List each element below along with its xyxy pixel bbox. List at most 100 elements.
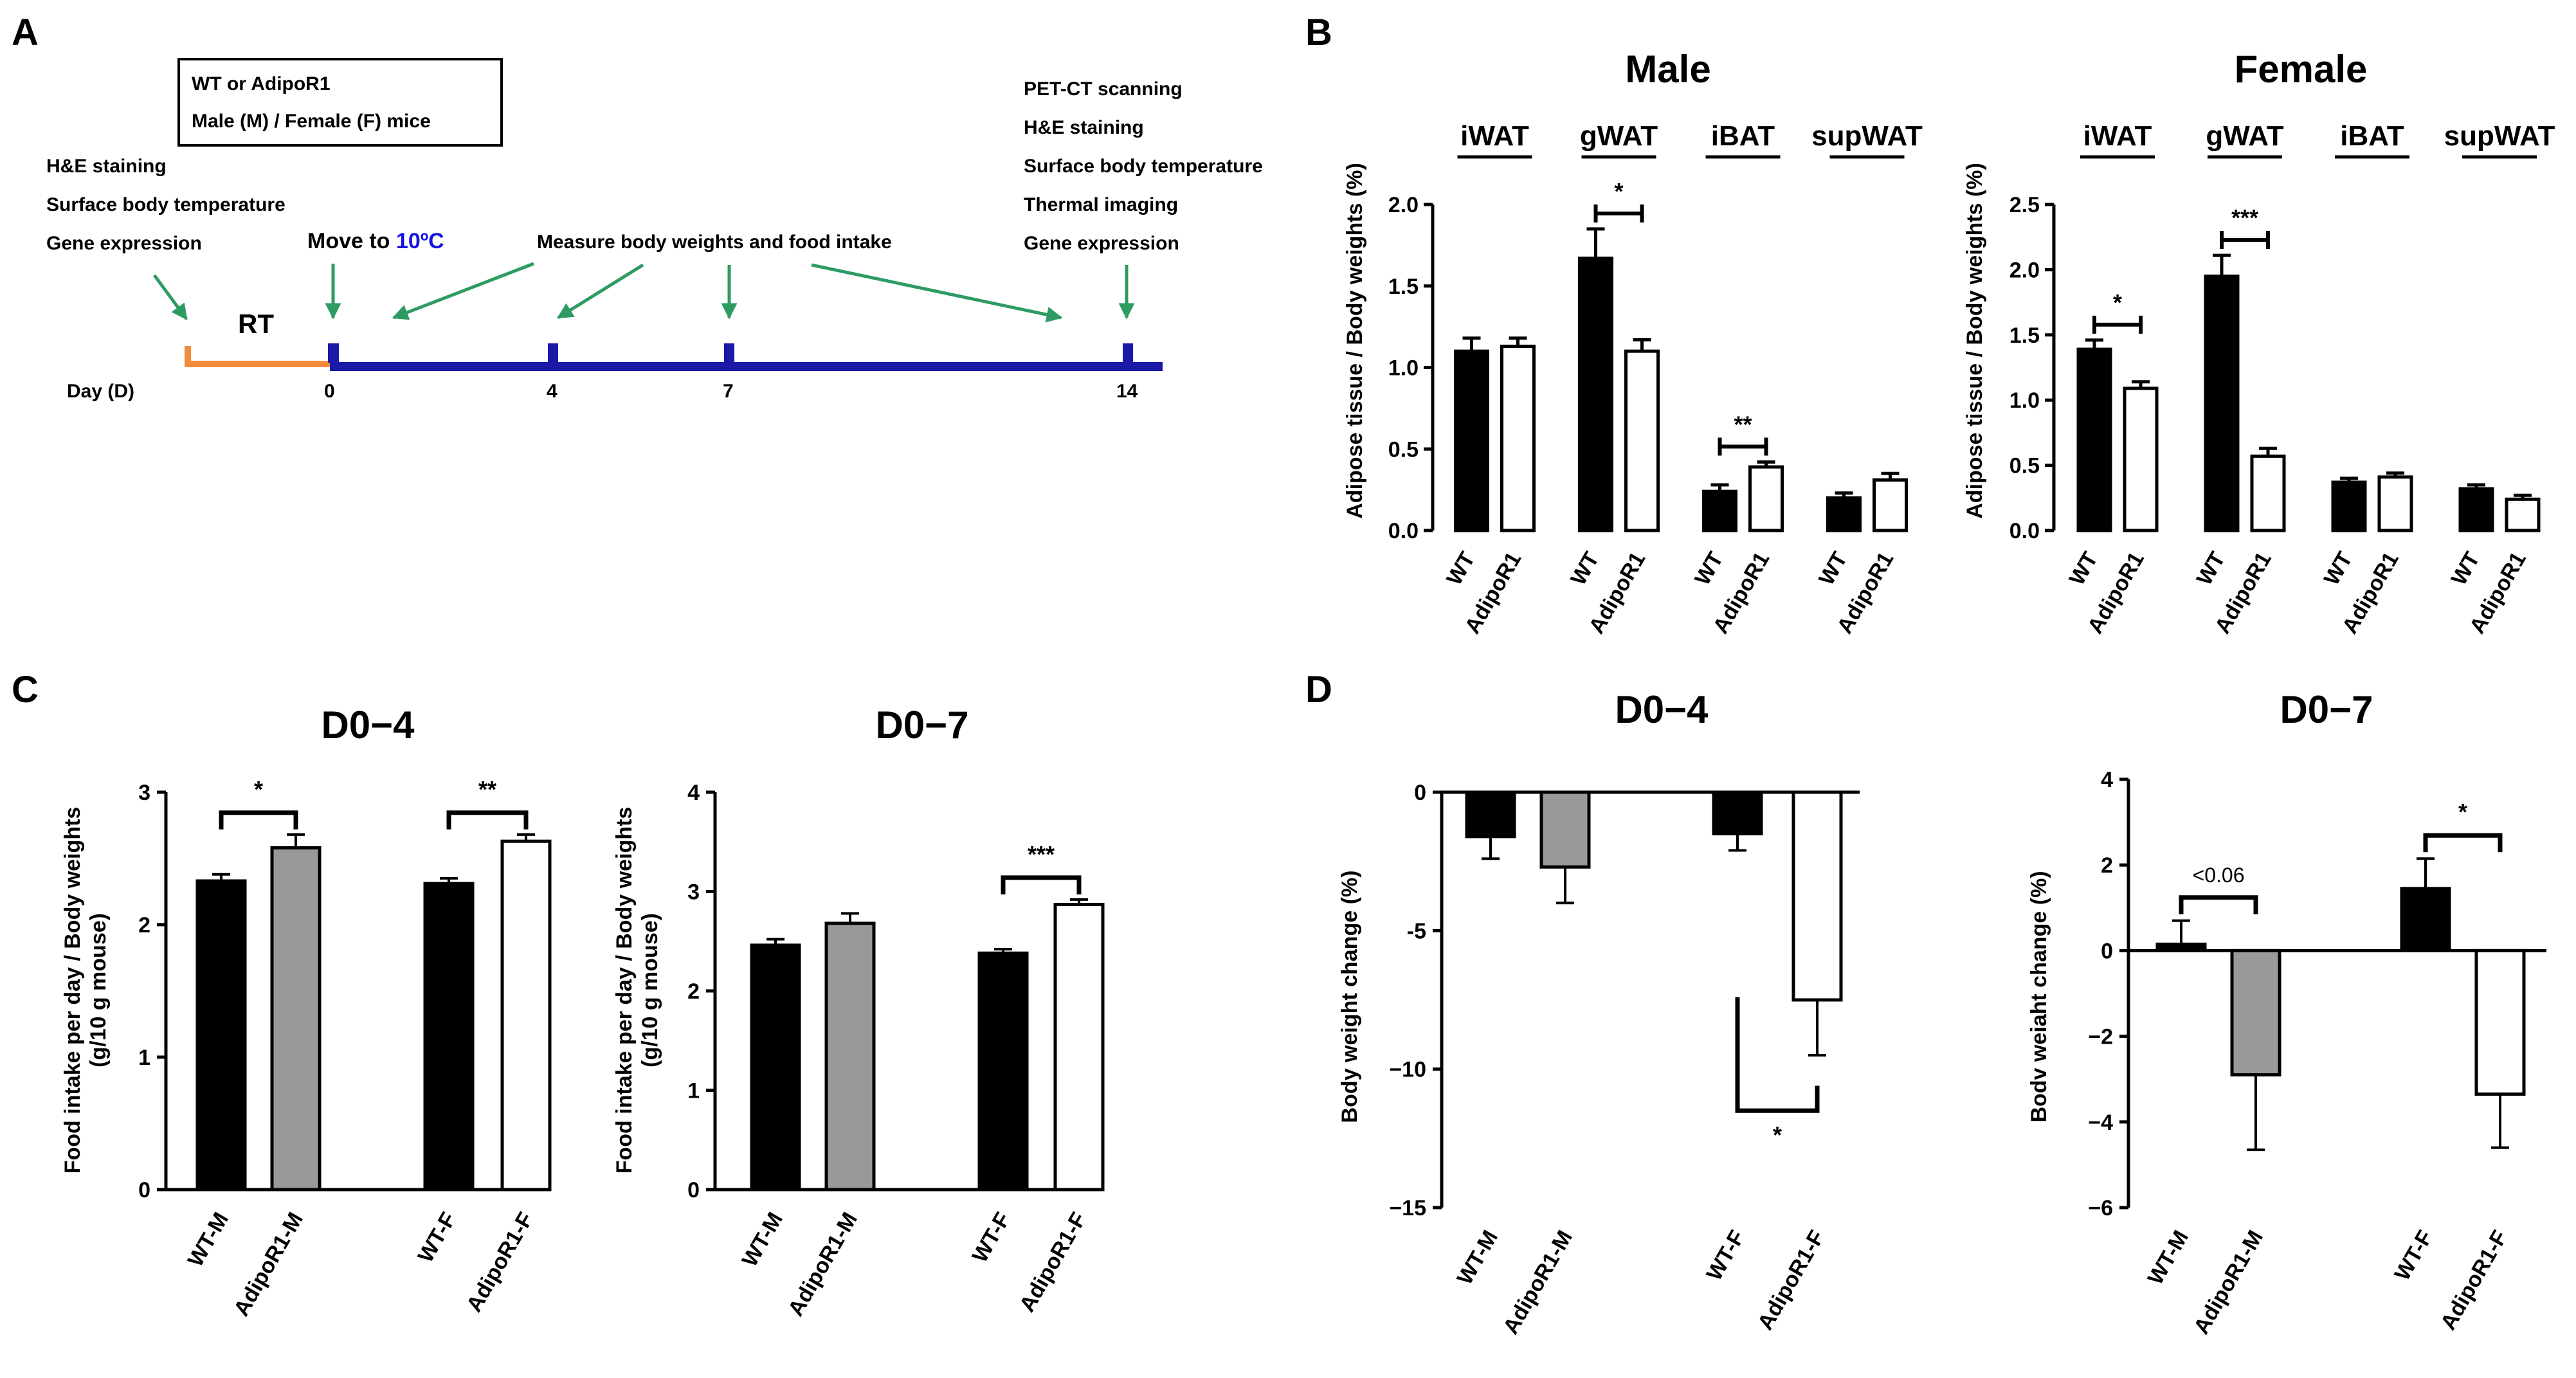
group-label: supWAT <box>1811 120 1923 152</box>
y-tick-label: 0 <box>687 1178 700 1202</box>
right-list-item: PET-CT scanning <box>1024 78 1183 100</box>
bar <box>2505 497 2541 532</box>
y-tick-label: 0 <box>1414 781 1426 805</box>
day-axis-label: Day (D) <box>67 381 134 402</box>
significance-bracket <box>1001 875 1082 894</box>
category-label: WT <box>2065 548 2103 590</box>
y-tick-label: −4 <box>2088 1111 2113 1135</box>
panel-label-c: C <box>12 669 39 711</box>
y-tick-label: 2 <box>138 913 150 938</box>
panel-label-d: D <box>1305 669 1332 711</box>
chart-title: Male <box>1625 48 1710 91</box>
chart-title: D0−4 <box>1615 688 1709 731</box>
bar <box>1053 903 1105 1192</box>
category-label: WT <box>1442 548 1480 590</box>
timeline-panel: WT or AdipoR1 Male (M) / Female (F) mice… <box>46 58 1263 402</box>
bar <box>2458 487 2494 532</box>
group-label: iWAT <box>2083 120 2152 152</box>
category-label: WT <box>2192 548 2230 590</box>
group-label: gWAT <box>1580 120 1658 152</box>
category-label: WT <box>2447 548 2485 590</box>
bar <box>1578 257 1613 532</box>
day-value: 0 <box>324 381 335 402</box>
bar <box>2474 948 2526 1096</box>
bar <box>1712 790 1763 836</box>
y-tick-label: 1 <box>687 1079 700 1103</box>
bar <box>423 882 475 1192</box>
significance-bracket <box>446 810 529 830</box>
day-tick <box>724 343 734 363</box>
chart-title: Female <box>2235 48 2368 91</box>
right-list-item: H&E staining <box>1024 117 1144 138</box>
category-label: WT-M <box>2143 1226 2193 1289</box>
y-axis-label: Bodv weiaht change (%) <box>2027 871 2051 1122</box>
day-value: 14 <box>1116 381 1138 402</box>
significance-bracket <box>2179 895 2258 914</box>
bar <box>2400 887 2451 952</box>
chart-female-adipose: Female iWAT gWAT iBAT supWAT 0.0 0.5 1.0 1.5 2.… <box>1963 48 2555 638</box>
day-tick <box>328 343 338 363</box>
chart-title: D0−4 <box>321 703 415 747</box>
day-tick <box>1123 343 1133 363</box>
y-tick-label: −10 <box>1389 1058 1426 1082</box>
y-tick-label: 4 <box>2101 768 2113 792</box>
y-tick-label: 0.0 <box>2009 519 2040 543</box>
arrow <box>392 262 534 320</box>
chart-title: D0−7 <box>875 703 968 747</box>
significance-bracket <box>219 810 298 830</box>
bar <box>2204 275 2240 532</box>
significance-label: ** <box>478 776 496 802</box>
rt-segment <box>185 346 334 367</box>
category-label: WT <box>2319 548 2357 590</box>
y-axis-label: Food intake per day / Body weights <box>60 807 85 1174</box>
category-label: WT-F <box>967 1208 1015 1267</box>
category-label: AdipoR1-M <box>2189 1226 2268 1338</box>
y-tick-label: 3 <box>138 781 150 805</box>
panel-label-b: B <box>1305 12 1332 53</box>
y-tick-label: 1.0 <box>1388 356 1419 381</box>
y-axis-label-units: (g/10 g mouse) <box>86 913 111 1067</box>
y-axis-label: Body weight change (%) <box>1338 871 1362 1123</box>
group-label: iBAT <box>1711 120 1775 152</box>
bar <box>2076 347 2112 532</box>
y-tick-label: 1 <box>138 1046 150 1070</box>
category-label: WT-M <box>1453 1226 1503 1289</box>
category-label: AdipoR1-F <box>462 1208 538 1316</box>
day-value: 7 <box>723 381 734 402</box>
y-tick-label: 2.0 <box>2009 258 2040 282</box>
day-value: 4 <box>547 381 558 402</box>
group-label: iBAT <box>2340 120 2404 152</box>
significance-label: * <box>254 776 263 802</box>
left-list-item: H&E staining <box>46 156 167 177</box>
category-label: AdipoR1-F <box>1015 1208 1091 1316</box>
right-list-item: Surface body temperature <box>1024 156 1263 177</box>
measure-label: Measure body weights and food intake <box>537 231 892 253</box>
bar <box>1624 349 1660 532</box>
significance-label: *** <box>2231 204 2258 231</box>
y-tick-label: −2 <box>2088 1025 2113 1049</box>
category-label: AdipoR1-M <box>229 1208 308 1320</box>
bar <box>2377 475 2413 532</box>
left-list-item: Gene expression <box>46 233 202 254</box>
rt-label: RT <box>238 309 274 339</box>
bar <box>195 879 247 1192</box>
left-list-item: Surface body temperature <box>46 194 286 215</box>
y-tick-label: 1.0 <box>2009 388 2040 413</box>
group-label: supWAT <box>2444 120 2555 152</box>
y-tick-label: 1.5 <box>2009 323 2040 348</box>
category-label: WT-F <box>1701 1226 1749 1285</box>
right-list-item: Thermal imaging <box>1024 194 1178 215</box>
bar <box>1454 349 1489 532</box>
bar <box>977 951 1029 1192</box>
y-tick-label: 0.0 <box>1388 519 1419 543</box>
move-label: Move to 10ºC <box>307 229 444 253</box>
box-line-1: WT or AdipoR1 <box>192 73 331 95</box>
significance-label: ** <box>1734 412 1752 438</box>
category-label: WT-M <box>183 1208 233 1271</box>
significance-label: *** <box>1028 841 1055 867</box>
box-line-2: Male (M) / Female (F) mice <box>192 111 431 132</box>
bar <box>1500 345 1536 532</box>
